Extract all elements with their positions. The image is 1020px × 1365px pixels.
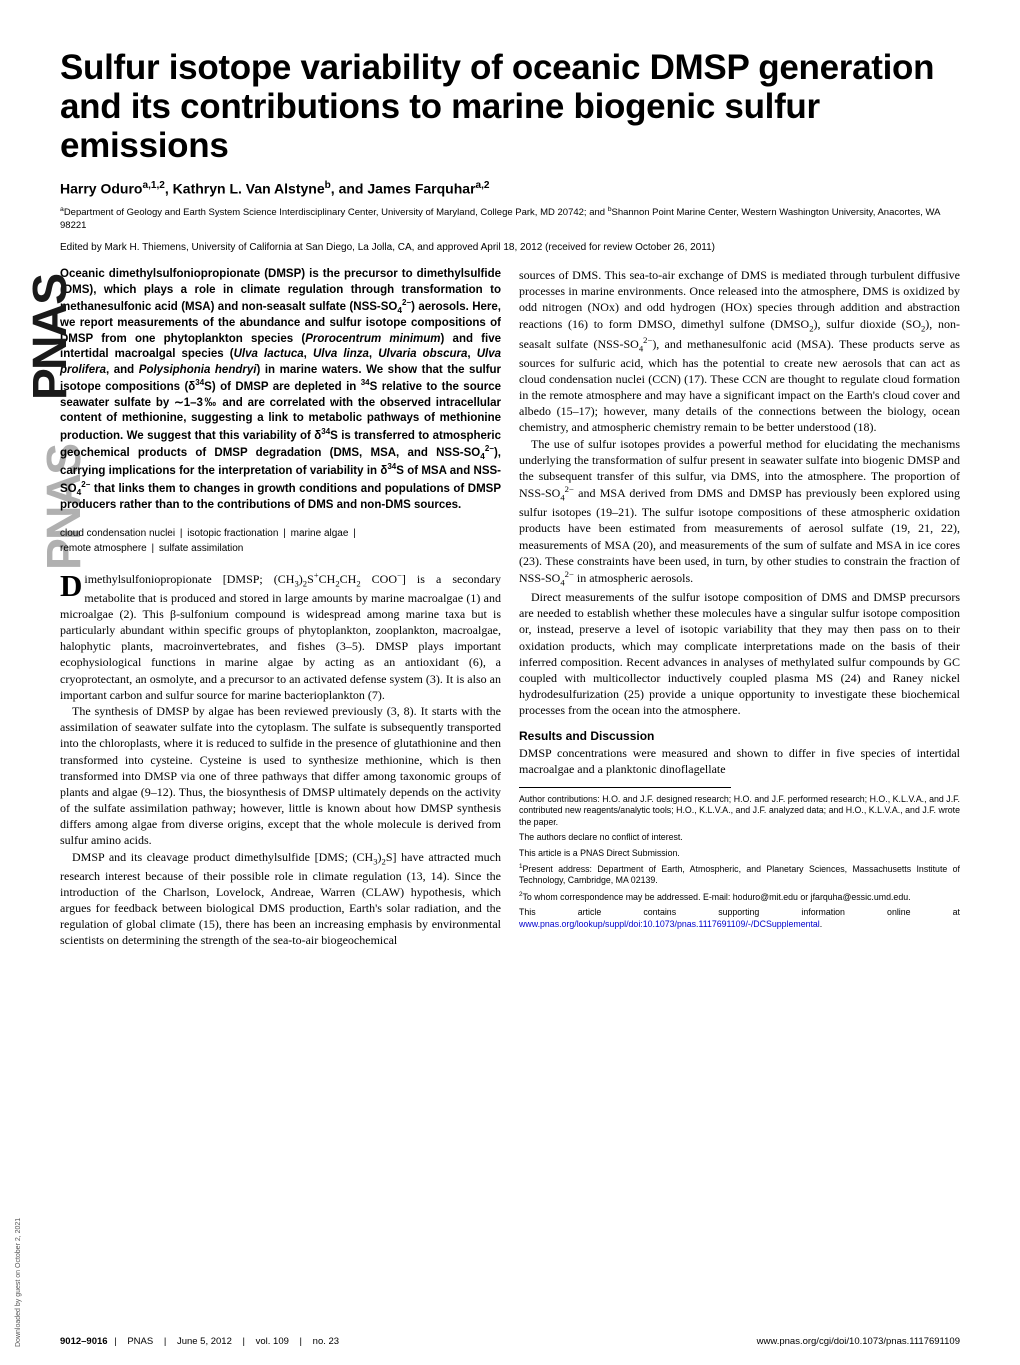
- keyword: cloud condensation nuclei: [60, 528, 175, 539]
- keywords: cloud condensation nuclei | isotopic fra…: [60, 526, 501, 556]
- footnotes: Author contributions: H.O. and J.F. desi…: [519, 794, 960, 930]
- body-para-3: Direct measurements of the sulfur isotop…: [519, 589, 960, 719]
- keyword: sulfate assimilation: [159, 543, 243, 554]
- body-left: Dimethylsulfoniopropionate [DMSP; (CH3)2…: [60, 570, 501, 949]
- keyword: marine algae: [291, 528, 349, 539]
- abstract: Oceanic dimethylsulfoniopropionate (DMSP…: [60, 267, 501, 514]
- body-para-2: The use of sulfur isotopes provides a po…: [519, 436, 960, 589]
- si-text: This article contains supporting informa…: [519, 907, 960, 917]
- footer-pages: 9012–9016: [60, 1336, 108, 1347]
- footer-left: 9012–9016 | PNAS | June 5, 2012 | vol. 1…: [60, 1336, 343, 1347]
- kw-separator: |: [152, 543, 155, 554]
- footer-vol: vol. 109: [256, 1336, 289, 1347]
- body-right: sources of DMS. This sea-to-air exchange…: [519, 267, 960, 719]
- kw-separator: |: [283, 528, 286, 539]
- keyword: isotopic fractionation: [187, 528, 278, 539]
- results-para: DMSP concentrations were measured and sh…: [519, 745, 960, 777]
- section-heading-results: Results and Discussion: [519, 729, 960, 743]
- footer-right: www.pnas.org/cgi/doi/10.1073/pnas.111769…: [757, 1336, 960, 1347]
- footer-sep: |: [300, 1336, 302, 1347]
- download-note: Downloaded by guest on October 2, 2021: [15, 1218, 22, 1347]
- authors: Harry Oduroa,1,2, Kathryn L. Van Alstyne…: [60, 180, 960, 197]
- footnote-present-address: 1Present address: Department of Earth, A…: [519, 863, 960, 887]
- kw-separator: |: [180, 528, 183, 539]
- si-link[interactable]: www.pnas.org/lookup/suppl/doi:10.1073/pn…: [519, 919, 820, 929]
- footnotes-rule: [519, 787, 731, 788]
- kw-separator: |: [353, 528, 356, 539]
- results-body: DMSP concentrations were measured and sh…: [519, 745, 960, 777]
- article-title: Sulfur isotope variability of oceanic DM…: [60, 48, 960, 166]
- right-column: sources of DMS. This sea-to-air exchange…: [519, 267, 960, 949]
- two-column-layout: Oceanic dimethylsulfoniopropionate (DMSP…: [60, 267, 960, 949]
- page-footer: 9012–9016 | PNAS | June 5, 2012 | vol. 1…: [60, 1336, 960, 1347]
- footer-no: no. 23: [313, 1336, 339, 1347]
- intro-para-2: The synthesis of DMSP by algae has been …: [60, 703, 501, 849]
- footer-sep: |: [114, 1336, 116, 1347]
- si-suffix: .: [820, 919, 822, 929]
- affiliations: aDepartment of Geology and Earth System …: [60, 206, 960, 232]
- edited-by: Edited by Mark H. Thiemens, University o…: [60, 242, 960, 253]
- conflict-statement: The authors declare no conflict of inter…: [519, 832, 960, 843]
- dropcap: D: [60, 570, 84, 599]
- direct-submission: This article is a PNAS Direct Submission…: [519, 848, 960, 859]
- footnote-si: This article contains supporting informa…: [519, 907, 960, 930]
- footer-date: June 5, 2012: [177, 1336, 232, 1347]
- body-para-1: sources of DMS. This sea-to-air exchange…: [519, 267, 960, 436]
- intro-para-3: DMSP and its cleavage product dimethylsu…: [60, 849, 501, 949]
- pnas-logo: PNAS PNAS: [8, 60, 54, 580]
- para-text: imethylsulfoniopropionate [DMSP; (CH3)2S…: [60, 572, 501, 702]
- footer-sep: |: [243, 1336, 245, 1347]
- footer-journal: PNAS: [127, 1336, 153, 1347]
- author-contributions: Author contributions: H.O. and J.F. desi…: [519, 794, 960, 828]
- footnote-correspondence: 2To whom correspondence may be addressed…: [519, 891, 960, 903]
- footer-sep: |: [164, 1336, 166, 1347]
- intro-para-1: Dimethylsulfoniopropionate [DMSP; (CH3)2…: [60, 570, 501, 703]
- keyword: remote atmosphere: [60, 543, 147, 554]
- left-column: Oceanic dimethylsulfoniopropionate (DMSP…: [60, 267, 501, 949]
